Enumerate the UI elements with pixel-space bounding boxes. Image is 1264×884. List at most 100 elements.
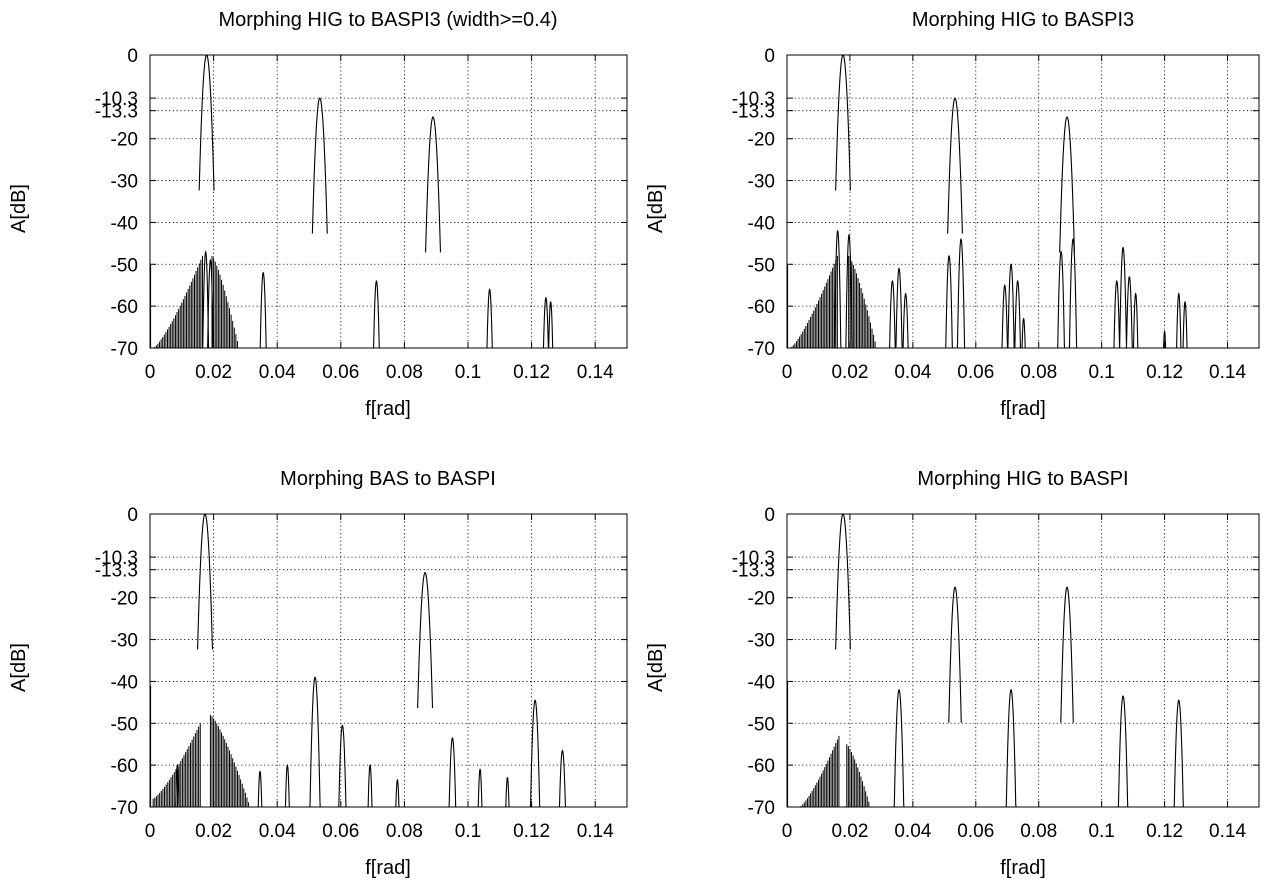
spectrum-peak xyxy=(1175,292,1183,348)
x-tick-label-0p14: 0.14 xyxy=(1209,362,1246,383)
x-tick-label-0p12: 0.12 xyxy=(513,362,550,383)
plot-frame xyxy=(149,54,628,349)
y-axis-label: A[dB] xyxy=(8,184,30,233)
spectrum-series xyxy=(787,514,1184,807)
y-tick-label-m13p3: -13.3 xyxy=(732,561,775,582)
y-tick-label-m60: -60 xyxy=(111,756,138,777)
plot-frame xyxy=(786,513,1260,808)
y-tick-label-m70: -70 xyxy=(111,339,138,360)
y-tick-label-m50: -50 xyxy=(748,255,775,276)
spectrum-peak xyxy=(1125,275,1134,348)
y-tick-label-m10p3: -10.3 xyxy=(732,548,775,569)
x-tick-label-0p08: 0.08 xyxy=(1020,362,1057,383)
spectrum-peak xyxy=(1060,586,1074,723)
spectrum-peak xyxy=(283,764,291,807)
y-tick-label-m30: -30 xyxy=(748,631,775,652)
spectrum-peak xyxy=(485,288,494,348)
spectrum-peak xyxy=(833,229,842,348)
spectrum-peak xyxy=(417,571,434,709)
y-tick-label-m30: -30 xyxy=(111,172,138,193)
spectrum-series xyxy=(150,55,555,348)
x-tick-label-0p1: 0.1 xyxy=(1088,362,1114,383)
x-tick-label-0p04: 0.04 xyxy=(894,821,931,842)
spectrum-peak xyxy=(256,770,264,807)
x-tick-label-0p02: 0.02 xyxy=(831,362,868,383)
chart-panel-1: Morphing HIG to BASPI3 (width>=0.4) 0 0.02… xyxy=(8,9,628,420)
x-tick-label-0p08: 0.08 xyxy=(386,362,423,383)
spectrum-peak xyxy=(888,280,897,348)
spectrum-series xyxy=(150,514,568,807)
y-tick-label-0: 0 xyxy=(764,46,775,67)
spectrum-peak xyxy=(206,259,214,348)
spectrum-peak xyxy=(1117,695,1129,807)
y-tick-label-m70: -70 xyxy=(111,798,138,819)
x-tick-label-0p14: 0.14 xyxy=(577,362,614,383)
x-tick-label-0: 0 xyxy=(145,821,156,842)
y-tick-label-0: 0 xyxy=(127,505,138,526)
spectrum-peak xyxy=(372,280,381,348)
spectrum-peak xyxy=(1007,263,1016,348)
spectrum-peak xyxy=(309,676,321,807)
y-axis-label: A[dB] xyxy=(645,184,667,233)
spectrum-peak xyxy=(1132,292,1140,348)
spectrum-peak xyxy=(835,514,851,650)
x-tick-label-0: 0 xyxy=(145,362,156,383)
spectrum-peak xyxy=(893,688,905,807)
y-tick-label-m70: -70 xyxy=(748,798,775,819)
spectrum-peak xyxy=(259,271,268,348)
y-tick-label-m10p3: -10.3 xyxy=(95,548,138,569)
x-axis-label: f[rad] xyxy=(1000,857,1046,879)
spectrum-peak xyxy=(1020,317,1028,348)
spectrum-peak xyxy=(393,778,401,807)
y-tick-label-m60: -60 xyxy=(748,297,775,318)
y-tick-label-0: 0 xyxy=(764,505,775,526)
spectrum-peak xyxy=(541,296,550,348)
spectrum-peak xyxy=(895,267,903,348)
spectrum-peak xyxy=(425,116,442,253)
leakage-skirt xyxy=(154,255,203,348)
leakage-skirt xyxy=(791,255,838,348)
x-tick-label-0p06: 0.06 xyxy=(957,362,994,383)
spectrum-peak xyxy=(529,699,541,807)
chart-title: Morphing HIG to BASPI3 (width>=0.4) xyxy=(218,9,557,31)
spectrum-peak xyxy=(956,238,966,348)
spectrum-peak xyxy=(945,254,954,348)
spectrum-peak xyxy=(447,737,457,807)
spectrum-peak xyxy=(547,300,555,348)
y-axis-label: A[dB] xyxy=(645,643,667,692)
spectrum-peak xyxy=(1161,330,1168,348)
y-tick-label-m13p3: -13.3 xyxy=(732,102,775,123)
y-tick-label-m50: -50 xyxy=(748,714,775,735)
x-tick-label-0p02: 0.02 xyxy=(831,821,868,842)
y-tick-label-m40: -40 xyxy=(111,672,138,693)
chart-panel-4: Morphing HIG to BASPI 0 0.02 0.04 0.06 0.08 0.… xyxy=(645,468,1260,879)
x-tick-label-0p1: 0.1 xyxy=(455,362,481,383)
y-axis-label: A[dB] xyxy=(8,643,30,692)
y-tick-label-m30: -30 xyxy=(748,172,775,193)
y-tick-label-m20: -20 xyxy=(748,130,775,151)
chart-title: Morphing HIG to BASPI3 xyxy=(912,9,1134,31)
y-tick-label-0: 0 xyxy=(127,46,138,67)
spectrum-peak xyxy=(366,764,374,807)
x-tick-label-0p14: 0.14 xyxy=(1209,821,1246,842)
x-tick-label-0p04: 0.04 xyxy=(894,362,931,383)
spectrum-peak xyxy=(198,55,215,191)
x-tick-label-0p04: 0.04 xyxy=(259,821,296,842)
x-tick-label-0: 0 xyxy=(782,821,793,842)
x-tick-label-0p06: 0.06 xyxy=(322,821,359,842)
plot-frame xyxy=(786,54,1260,349)
y-tick-label-m50: -50 xyxy=(111,255,138,276)
x-tick-label-0p12: 0.12 xyxy=(1146,821,1183,842)
y-tick-label-m40: -40 xyxy=(111,213,138,234)
y-tick-label-m20: -20 xyxy=(748,589,775,610)
y-tick-label-m40: -40 xyxy=(748,672,775,693)
y-tick-label-m60: -60 xyxy=(748,756,775,777)
spectrum-peak xyxy=(337,724,347,807)
y-tick-label-m10p3: -10.3 xyxy=(732,89,775,110)
leakage-skirt xyxy=(211,255,238,348)
y-tick-label-m50: -50 xyxy=(111,714,138,735)
spectrum-peak xyxy=(948,586,962,723)
x-tick-label-0p06: 0.06 xyxy=(322,362,359,383)
x-tick-label-0p02: 0.02 xyxy=(195,821,232,842)
leakage-skirt xyxy=(800,735,840,807)
